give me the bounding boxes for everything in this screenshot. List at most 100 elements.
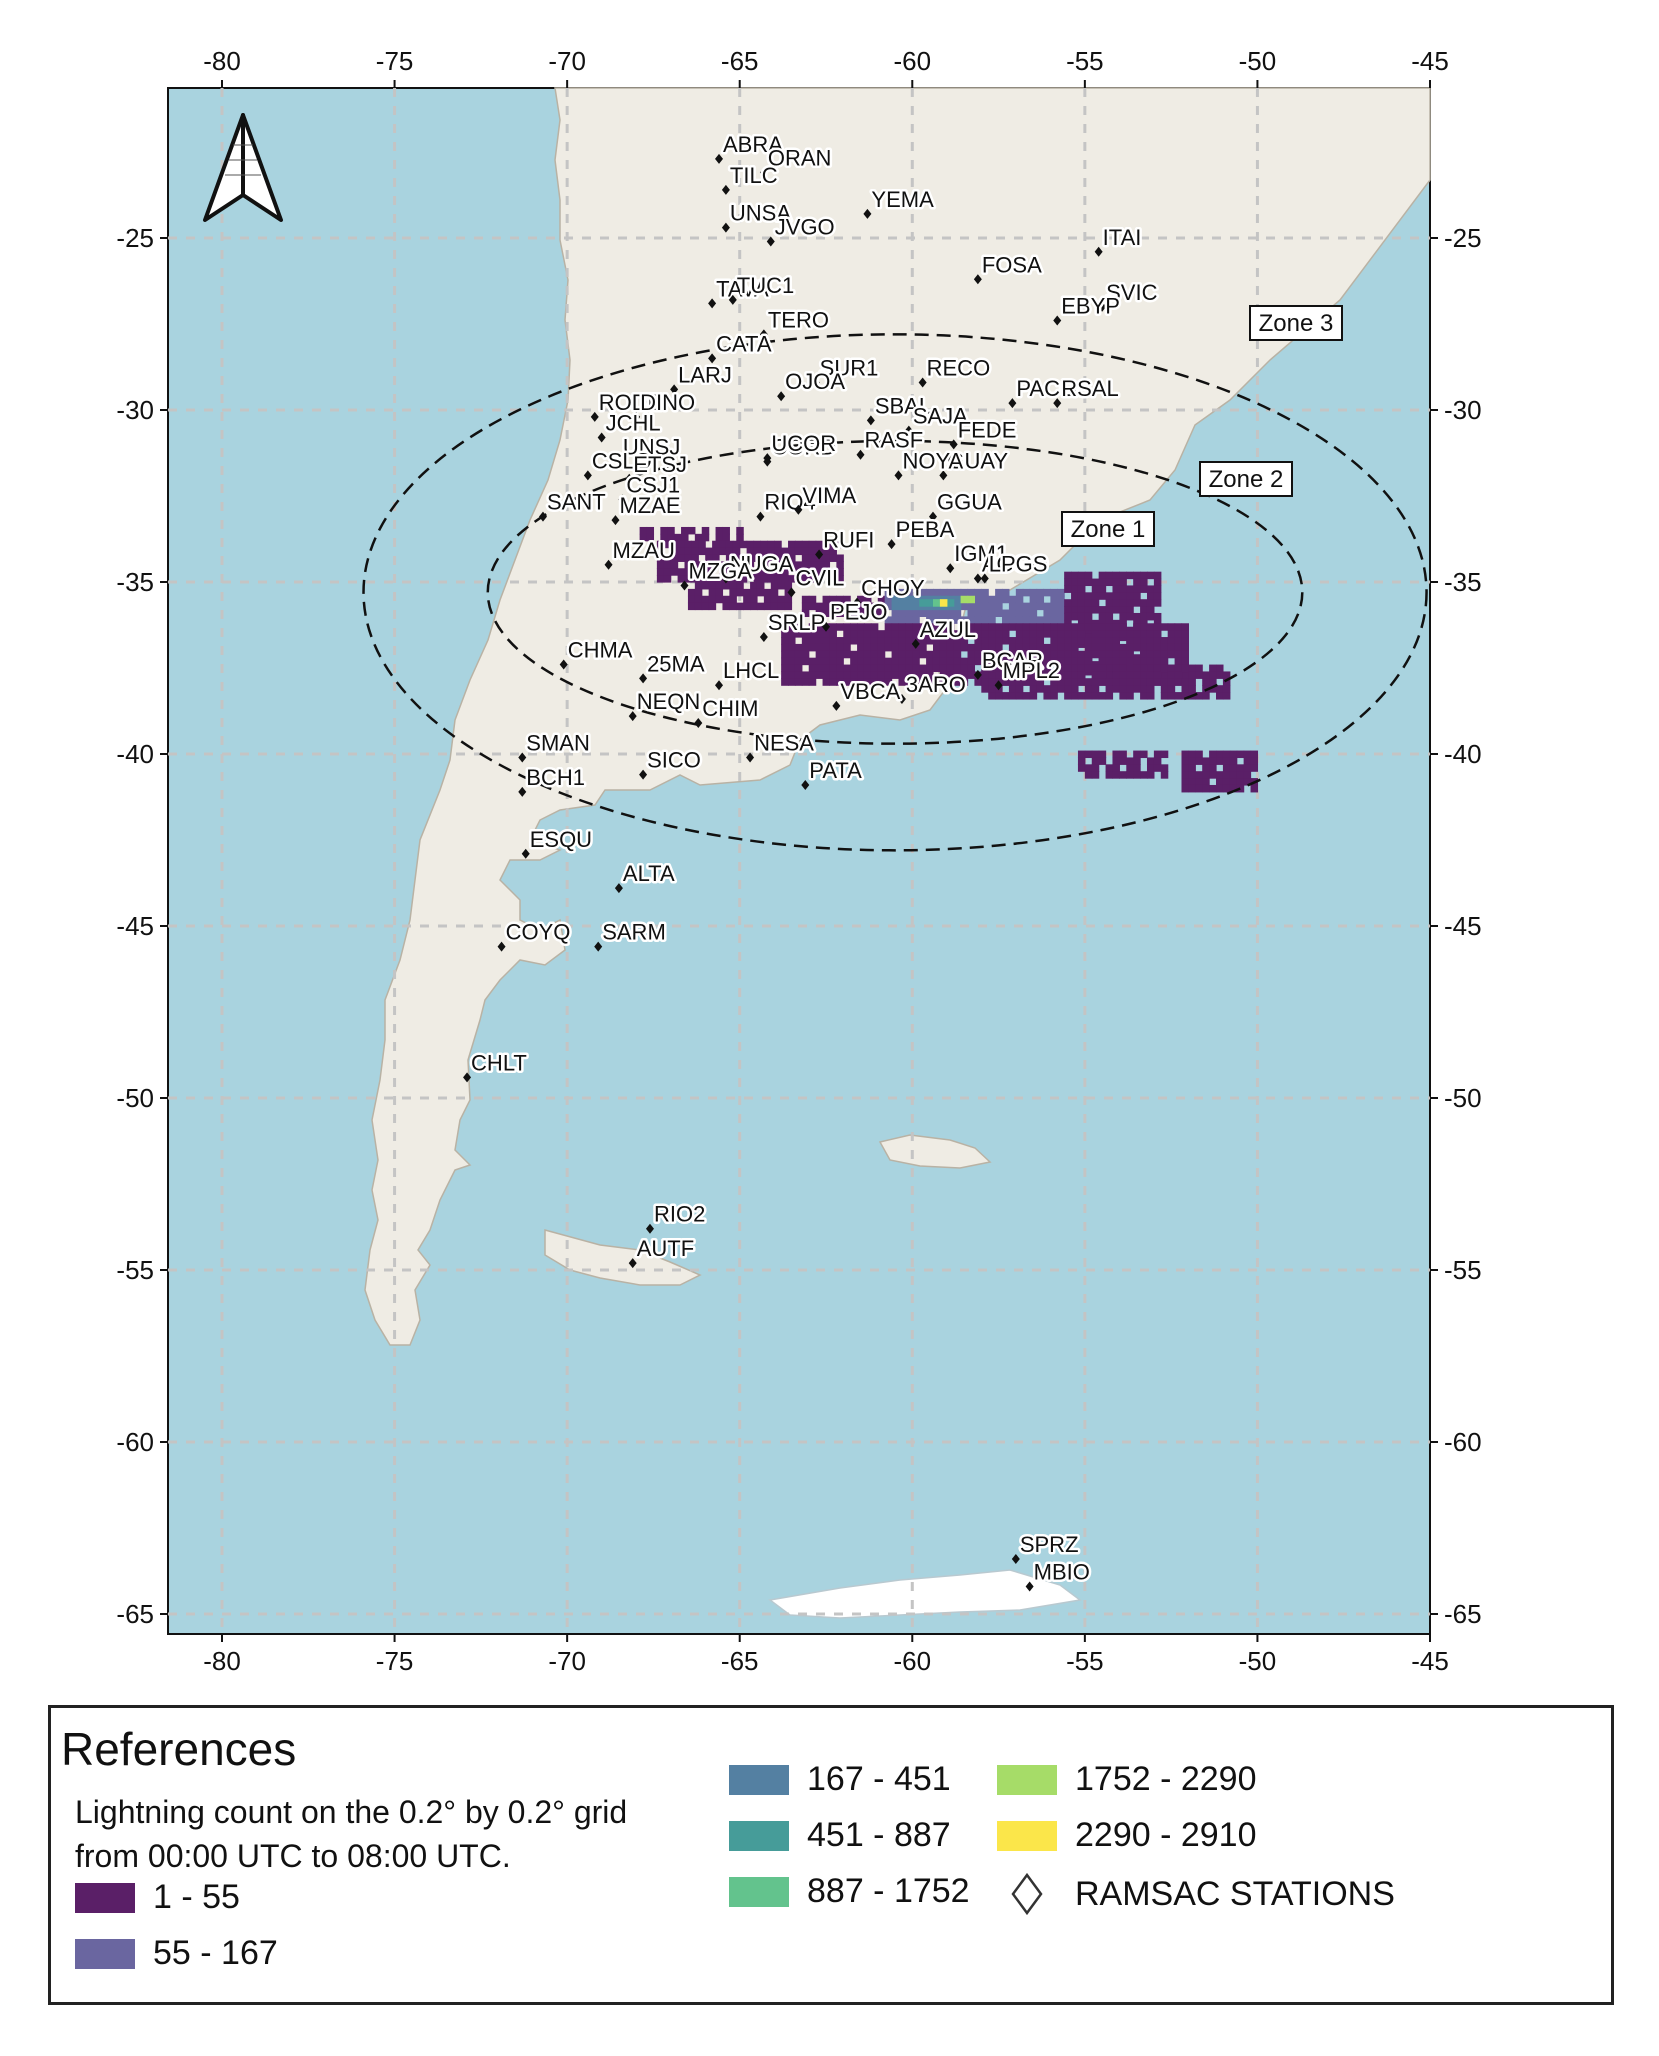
lightning-cell [677, 575, 686, 583]
station-label-halo: CVIL [795, 565, 844, 590]
lightning-cell [898, 595, 906, 604]
lightning-cell [1126, 685, 1134, 693]
north-arrow-icon [203, 113, 283, 222]
station-label: 25MA [647, 651, 705, 676]
lightning-cell [725, 554, 734, 562]
lat-tick-label-left: -45 [116, 911, 154, 941]
lightning-cell [681, 533, 689, 542]
lightning-cell [684, 547, 692, 556]
station-label: DINO [640, 390, 695, 415]
lightning-cell [870, 643, 879, 652]
lat-tick-label-left: -25 [116, 223, 154, 253]
lightning-cell [715, 595, 724, 604]
station-label-halo: AUTF [637, 1236, 694, 1261]
station-diamond-icon [721, 573, 730, 584]
station-diamond-icon [670, 384, 679, 395]
lightning-cell [829, 568, 837, 576]
lightning-cell [932, 637, 941, 645]
lightning-cell [912, 623, 920, 631]
lat-tick-label-right: -50 [1444, 1083, 1482, 1113]
lightning-cell [946, 657, 955, 666]
lightning-cell [1112, 650, 1120, 659]
lightning-cell [995, 623, 1003, 631]
